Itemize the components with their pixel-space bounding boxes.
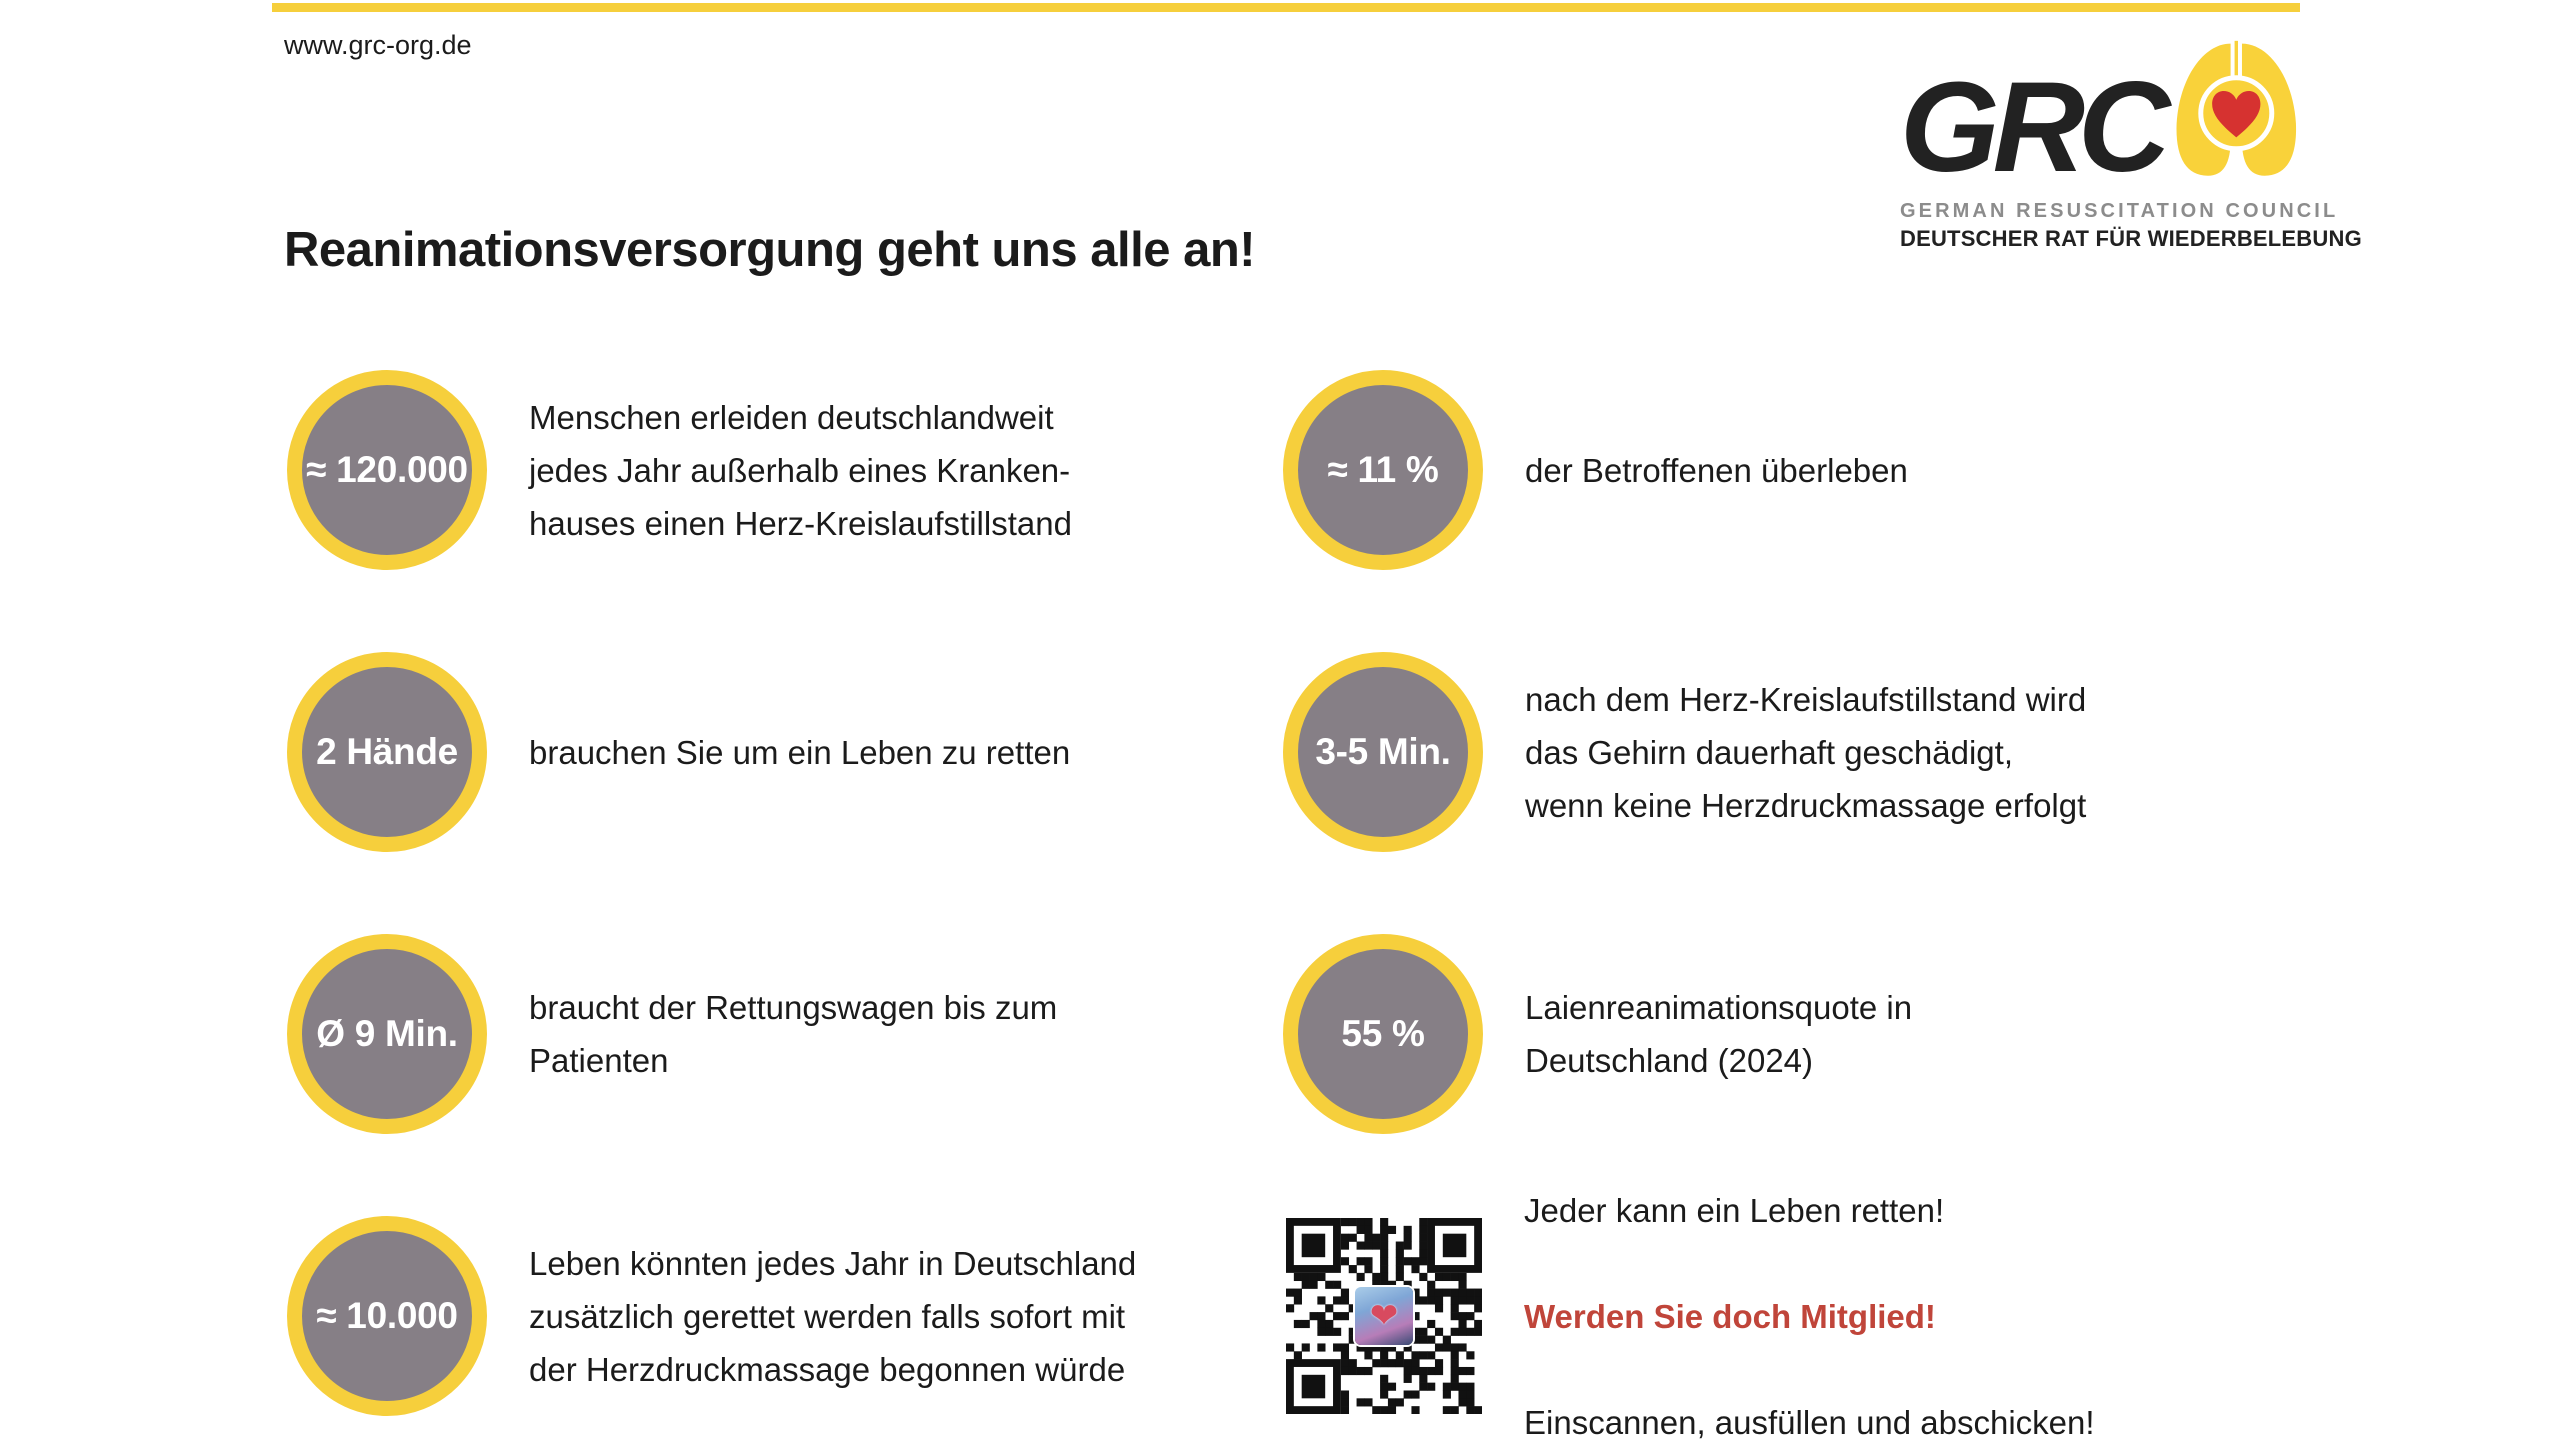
logo-acronym: GRC <box>1900 56 2170 199</box>
grc-logo-top: GRC <box>1900 38 2310 192</box>
stat-badge: Ø 9 Min. <box>287 934 487 1134</box>
stat-description: brauchen Sie um ein Leben zu retten <box>529 733 1071 771</box>
cta-line2: Werden Sie doch Mitglied! <box>1524 1297 1936 1335</box>
stat-badge: ≈ 11 % <box>1283 370 1483 570</box>
logo-subtitle-en: GERMAN RESUSCITATION COUNCIL <box>1900 200 2339 222</box>
stat-row-2-haende: 2 Hände brauchen Sie um ein Leben zu ret… <box>287 652 1283 852</box>
stat-value: Ø 9 Min. <box>316 1013 458 1054</box>
stat-row-120000: ≈ 120.000 Menschen erleiden deutschlandw… <box>287 370 1283 570</box>
stat-description: Menschen erleiden deutschlandweit jedes … <box>529 398 1072 542</box>
stat-row-3-5-min: 3-5 Min. nach dem Herz-Kreislaufstillsta… <box>1283 652 2317 852</box>
heart-icon: ❤ <box>1369 1297 1399 1335</box>
page-title: Reanimationsversorgung geht uns alle an! <box>284 223 1256 277</box>
stat-row-9-min: Ø 9 Min. braucht der Rettungswagen bis z… <box>287 934 1283 1134</box>
stat-description: braucht der Rettungswagen bis zum Patien… <box>529 989 1058 1079</box>
grc-logo: GRC GERMAN RESUSCITATION COUNCIL DEUTSCH… <box>1900 38 2362 252</box>
cta-line3: Einscannen, ausfüllen und abschicken! <box>1524 1403 2095 1440</box>
stat-row-10000: ≈ 10.000 Leben könnten jedes Jahr in Deu… <box>287 1216 1283 1416</box>
cta-text: Jeder kann ein Leben retten! Werden Sie … <box>1524 1131 2095 1440</box>
cta-line1: Jeder kann ein Leben retten! <box>1524 1191 1945 1229</box>
stat-value: ≈ 120.000 <box>306 449 468 490</box>
logo-subtitle-de: DEUTSCHER RAT FÜR WIEDERBELEBUNG <box>1900 226 2362 251</box>
qr-code-pattern <box>1286 1218 1482 1414</box>
stat-description: Laienreanimationsquote in Deutschland (2… <box>1525 989 1913 1079</box>
website-url: www.grc-org.de <box>284 30 472 60</box>
stat-value: 2 Hände <box>316 731 458 772</box>
stat-row-55-percent: 55 % Laienreanimationsquote in Deutschla… <box>1283 934 2317 1134</box>
stat-badge: ≈ 10.000 <box>287 1216 487 1416</box>
stat-badge: 55 % <box>1283 934 1483 1134</box>
lungs-heart-icon <box>2176 40 2297 176</box>
stat-description: der Betroffenen überleben <box>1525 451 1908 489</box>
stat-badge: 2 Hände <box>287 652 487 852</box>
top-accent-bar <box>272 3 2300 12</box>
qr-code: ❤ <box>1286 1218 1482 1414</box>
stat-value: ≈ 10.000 <box>316 1295 458 1336</box>
stat-description: Leben könnten jedes Jahr in Deutschland … <box>529 1244 1137 1388</box>
stat-row-11-percent: ≈ 11 % der Betroffenen überleben <box>1283 370 2317 570</box>
membership-cta-row: ❤ Jeder kann ein Leben retten! Werden Si… <box>1283 1192 2317 1440</box>
stat-badge: 3-5 Min. <box>1283 652 1483 852</box>
stat-value: 55 % <box>1341 1013 1425 1054</box>
qr-center-logo: ❤ <box>1355 1287 1413 1345</box>
stats-grid: ≈ 120.000 Menschen erleiden deutschlandw… <box>287 370 2317 1440</box>
stat-badge: ≈ 120.000 <box>287 370 487 570</box>
stat-value: 3-5 Min. <box>1315 731 1451 772</box>
stat-value: ≈ 11 % <box>1327 449 1439 490</box>
stat-description: nach dem Herz-Kreislaufstillstand wird d… <box>1525 680 2087 824</box>
